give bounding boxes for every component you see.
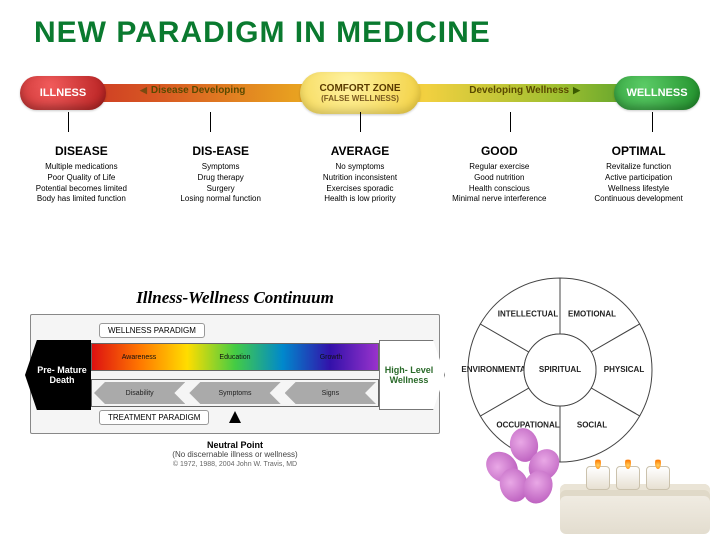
neutral-sub: (No discernable illness or wellness) [30,450,440,459]
stage-line: Continuous development [573,194,704,205]
stage-line: Body has limited function [16,194,147,205]
disease-developing-label: Disease Developing [140,85,245,96]
lower-title: Illness-Wellness Continuum [30,288,440,308]
wheel-dimension-label: OCCUPATIONAL [496,421,559,430]
wellness-paradigm-label: WELLNESS PARADIGM [99,323,205,338]
wheel-dimension-label: INTELLECTUAL [498,310,559,319]
spectrum-box: Pre- Mature Death High- Level Wellness W… [30,314,440,434]
wheel-dimension-label: ENVIRONMENTAL [461,365,530,374]
stage-line: Potential becomes limited [16,184,147,195]
stage-line: Revitalize function [573,162,704,173]
comfort-zone-cap: COMFORT ZONE (FALSE WELLNESS) [300,72,420,114]
towel-icon [560,484,710,534]
stage-line: Losing normal function [155,194,286,205]
stage-heading: GOOD [434,144,565,158]
wheel-dimension-label: SOCIAL [577,421,607,430]
stage-column: DISEASE Multiple medicationsPoor Quality … [16,144,147,205]
developing-wellness-label: Developing Wellness [469,85,580,96]
neutral-arrow-icon [229,411,241,423]
comfort-zone-line1: COMFORT ZONE [319,83,400,94]
illness-cap: ILLNESS [20,76,106,110]
stage-heading: DISEASE [16,144,147,158]
stage-line: Exercises sporadic [295,184,426,195]
treatment-segment: Signs [283,380,378,406]
arrow-right-icon [573,85,580,96]
continuum-bar: ILLNESS COMFORT ZONE (FALSE WELLNESS) WE… [20,72,700,114]
page-title: NEW PARADIGM IN MEDICINE [0,0,720,62]
stage-line: Poor Quality of Life [16,173,147,184]
wellness-cap: WELLNESS [614,76,700,110]
stage-columns: DISEASE Multiple medicationsPoor Quality … [16,144,704,205]
stage-column: OPTIMAL Revitalize functionActive partici… [573,144,704,205]
stage-line: Nutrition inconsistent [295,173,426,184]
treatment-segment: Disability [92,380,187,406]
wellness-wheel: EMOTIONAL PHYSICAL SOCIAL OCCUPATIONAL ENVIR… [460,270,660,470]
stage-line: Drug therapy [155,173,286,184]
stage-line: Active participation [573,173,704,184]
rainbow-labels: AwarenessEducationGrowth [91,343,379,371]
illness-cap-label: ILLNESS [40,87,86,99]
wheel-dimension-label: PHYSICAL [604,365,645,374]
stage-line: Surgery [155,184,286,195]
premature-death-cap: Pre- Mature Death [25,340,91,410]
treatment-segment: Symptoms [187,380,282,406]
lower-continuum: Illness-Wellness Continuum Pre- Mature D… [30,288,440,478]
wheel-dimension-label: EMOTIONAL [568,310,616,319]
treatment-arrows: DisabilitySymptomsSigns [91,379,379,407]
stage-line: Wellness lifestyle [573,184,704,195]
rainbow-segment-label: Education [187,343,283,371]
stage-line: Health conscious [434,184,565,195]
stage-line: Minimal nerve interference [434,194,565,205]
copyright-text: © 1972, 1988, 2004 John W. Travis, MD [30,461,440,468]
neutral-caption: Neutral Point [30,440,440,450]
wellness-cap-label: WELLNESS [626,87,687,99]
stage-column: AVERAGE No symptomsNutrition inconsistent… [295,144,426,205]
treatment-paradigm-label: TREATMENT PARADIGM [99,410,209,425]
comfort-zone-line2: (FALSE WELLNESS) [321,94,399,103]
stage-column: DIS-EASE SymptomsDrug therapySurgeryLosin… [155,144,286,205]
high-level-wellness-cap: High- Level Wellness [379,340,445,410]
stage-heading: AVERAGE [295,144,426,158]
arrow-left-icon [140,85,147,96]
rainbow-segment-label: Awareness [91,343,187,371]
stage-column: GOOD Regular exerciseGood nutritionHealth… [434,144,565,205]
stage-line: Symptoms [155,162,286,173]
stage-line: No symptoms [295,162,426,173]
stage-line: Regular exercise [434,162,565,173]
rainbow-segment-label: Growth [283,343,379,371]
svg-text:SPIRITUAL: SPIRITUAL [539,365,581,374]
stage-line: Multiple medications [16,162,147,173]
stage-line: Good nutrition [434,173,565,184]
tick-marks [20,112,700,134]
stage-heading: OPTIMAL [573,144,704,158]
stage-line: Health is low priority [295,194,426,205]
stage-heading: DIS-EASE [155,144,286,158]
